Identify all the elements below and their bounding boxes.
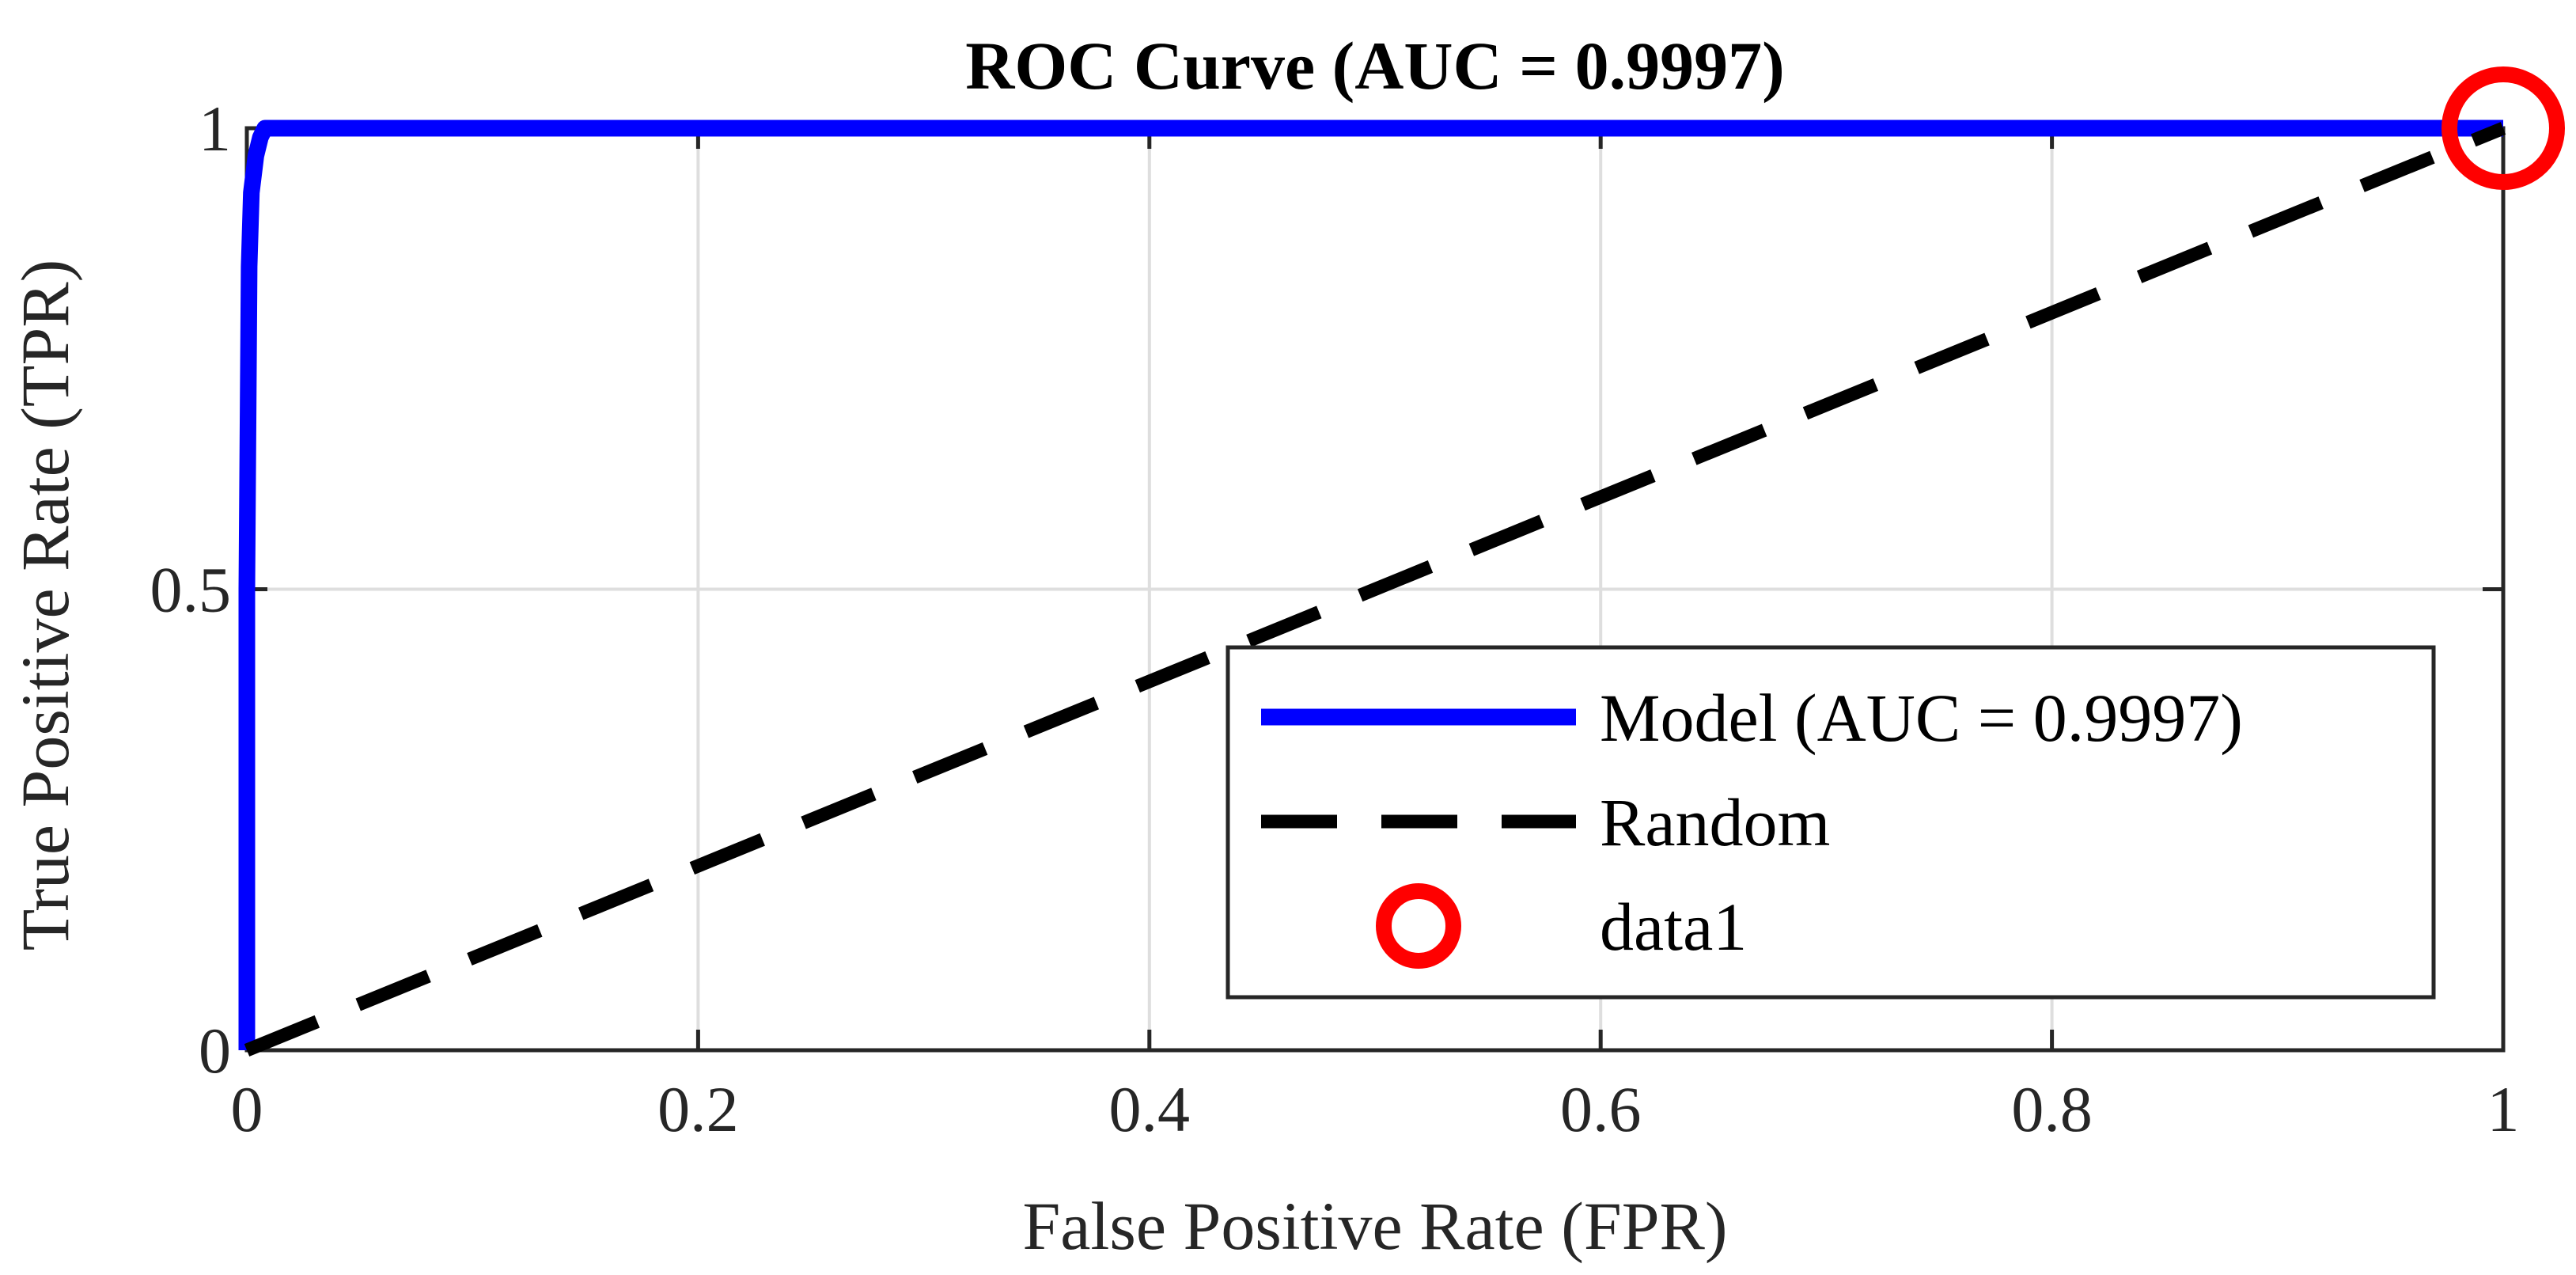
random-baseline-line [244, 122, 2506, 1057]
x-tick-label: 0.6 [1560, 1073, 1642, 1145]
series-layer [238, 66, 2565, 1057]
model-roc-line [238, 120, 2503, 1050]
y-tick-label: 1 [199, 93, 231, 165]
x-tick-label: 0 [231, 1073, 263, 1145]
x-axis-label: False Positive Rate (FPR) [1022, 1188, 1727, 1264]
data1-marker [2442, 66, 2565, 190]
y-tick-label: 0.5 [150, 554, 232, 626]
y-axis-label: True Positive Rate (TPR) [7, 260, 83, 951]
x-tick-label: 0.4 [1109, 1073, 1191, 1145]
legend-label-random: Random [1600, 784, 1830, 860]
legend-marker-data1 [1376, 883, 1461, 969]
legend: Model (AUC = 0.9997) Random data1 [1225, 645, 2436, 1000]
y-tick-label: 0 [199, 1015, 231, 1087]
legend-label-data1: data1 [1600, 889, 1747, 965]
x-tick-label: 0.8 [2011, 1073, 2093, 1145]
tick-layer: 0 0.2 0.4 0.6 0.8 1 0 0.5 1 [150, 93, 2520, 1145]
x-tick-label: 1 [2487, 1073, 2520, 1145]
chart-title: ROC Curve (AUC = 0.9997) [965, 28, 1785, 104]
x-tick-label: 0.2 [657, 1073, 739, 1145]
legend-label-model: Model (AUC = 0.9997) [1600, 680, 2243, 756]
